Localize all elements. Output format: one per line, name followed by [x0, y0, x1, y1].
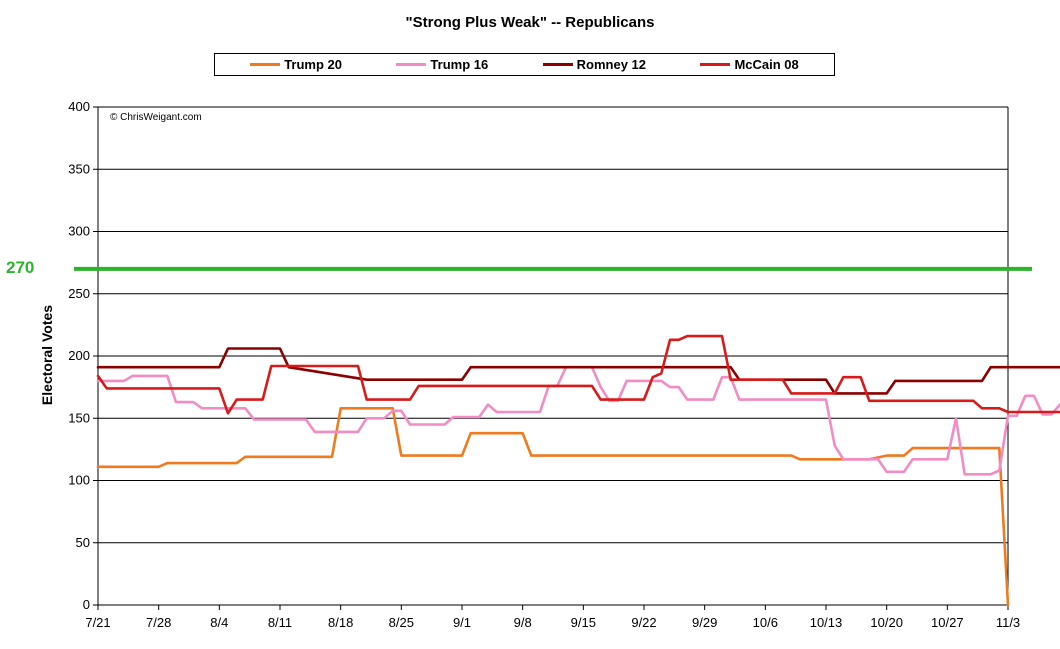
x-tick-label-9-1: 9/1	[453, 615, 471, 630]
y-tick-label-400: 400	[68, 99, 90, 114]
legend-item-trump-16: Trump 16	[396, 57, 488, 72]
y-tick-label-150: 150	[68, 410, 90, 425]
x-tick-label-8-25: 8/25	[389, 615, 414, 630]
x-tick-label-10-6: 10/6	[753, 615, 778, 630]
reference-line-label: 270	[6, 258, 35, 277]
x-tick-label-9-29: 9/29	[692, 615, 717, 630]
x-tick-label-8-18: 8/18	[328, 615, 353, 630]
y-tick-label-50: 50	[76, 535, 90, 550]
legend-item-romney-12: Romney 12	[542, 57, 647, 72]
legend-swatch-trump-16	[396, 63, 427, 66]
x-tick-label-9-15: 9/15	[571, 615, 596, 630]
x-tick-label-10-20: 10/20	[870, 615, 903, 630]
legend-swatch-mccain-08	[700, 63, 731, 66]
series-line-mccain-08	[96, 334, 1060, 415]
chart-title: "Strong Plus Weak" -- Republicans	[405, 14, 655, 31]
y-tick-label-200: 200	[68, 348, 90, 363]
legend-label-mccain-08: McCain 08	[734, 57, 799, 72]
y-tick-label-250: 250	[68, 286, 90, 301]
legend-label-trump-20: Trump 20	[284, 57, 342, 72]
x-tick-label-8-11: 8/11	[268, 615, 292, 630]
series-line-romney-12	[96, 347, 1060, 395]
series-line-trump-20	[96, 406, 1010, 607]
copyright-label: © ChrisWeigant.com	[110, 112, 202, 123]
y-tick-label-350: 350	[68, 161, 90, 176]
y-tick-label-100: 100	[68, 473, 90, 488]
x-tick-label-10-13: 10/13	[810, 615, 843, 630]
x-tick-label-11-3: 11/3	[996, 615, 1020, 630]
x-tick-label-8-4: 8/4	[210, 615, 228, 630]
chart-legend: Trump 20 Trump 16 Romney 12 McCain 08	[214, 53, 835, 76]
x-tick-label-7-28: 7/28	[146, 615, 171, 630]
legend-swatch-romney-12	[542, 63, 573, 66]
legend-label-romney-12: Romney 12	[576, 57, 647, 72]
x-tick-label-9-8: 9/8	[514, 615, 532, 630]
legend-swatch-trump-20	[250, 63, 281, 66]
x-tick-label-7-21: 7/21	[85, 615, 110, 630]
y-tick-label-0: 0	[83, 597, 90, 612]
legend-label-trump-16: Trump 16	[430, 57, 489, 72]
x-tick-label-9-22: 9/22	[631, 615, 656, 630]
x-tick-label-10-27: 10/27	[931, 615, 964, 630]
legend-item-trump-20: Trump 20	[250, 57, 342, 72]
y-tick-label-300: 300	[68, 224, 90, 239]
legend-item-mccain-08: McCain 08	[700, 57, 799, 72]
